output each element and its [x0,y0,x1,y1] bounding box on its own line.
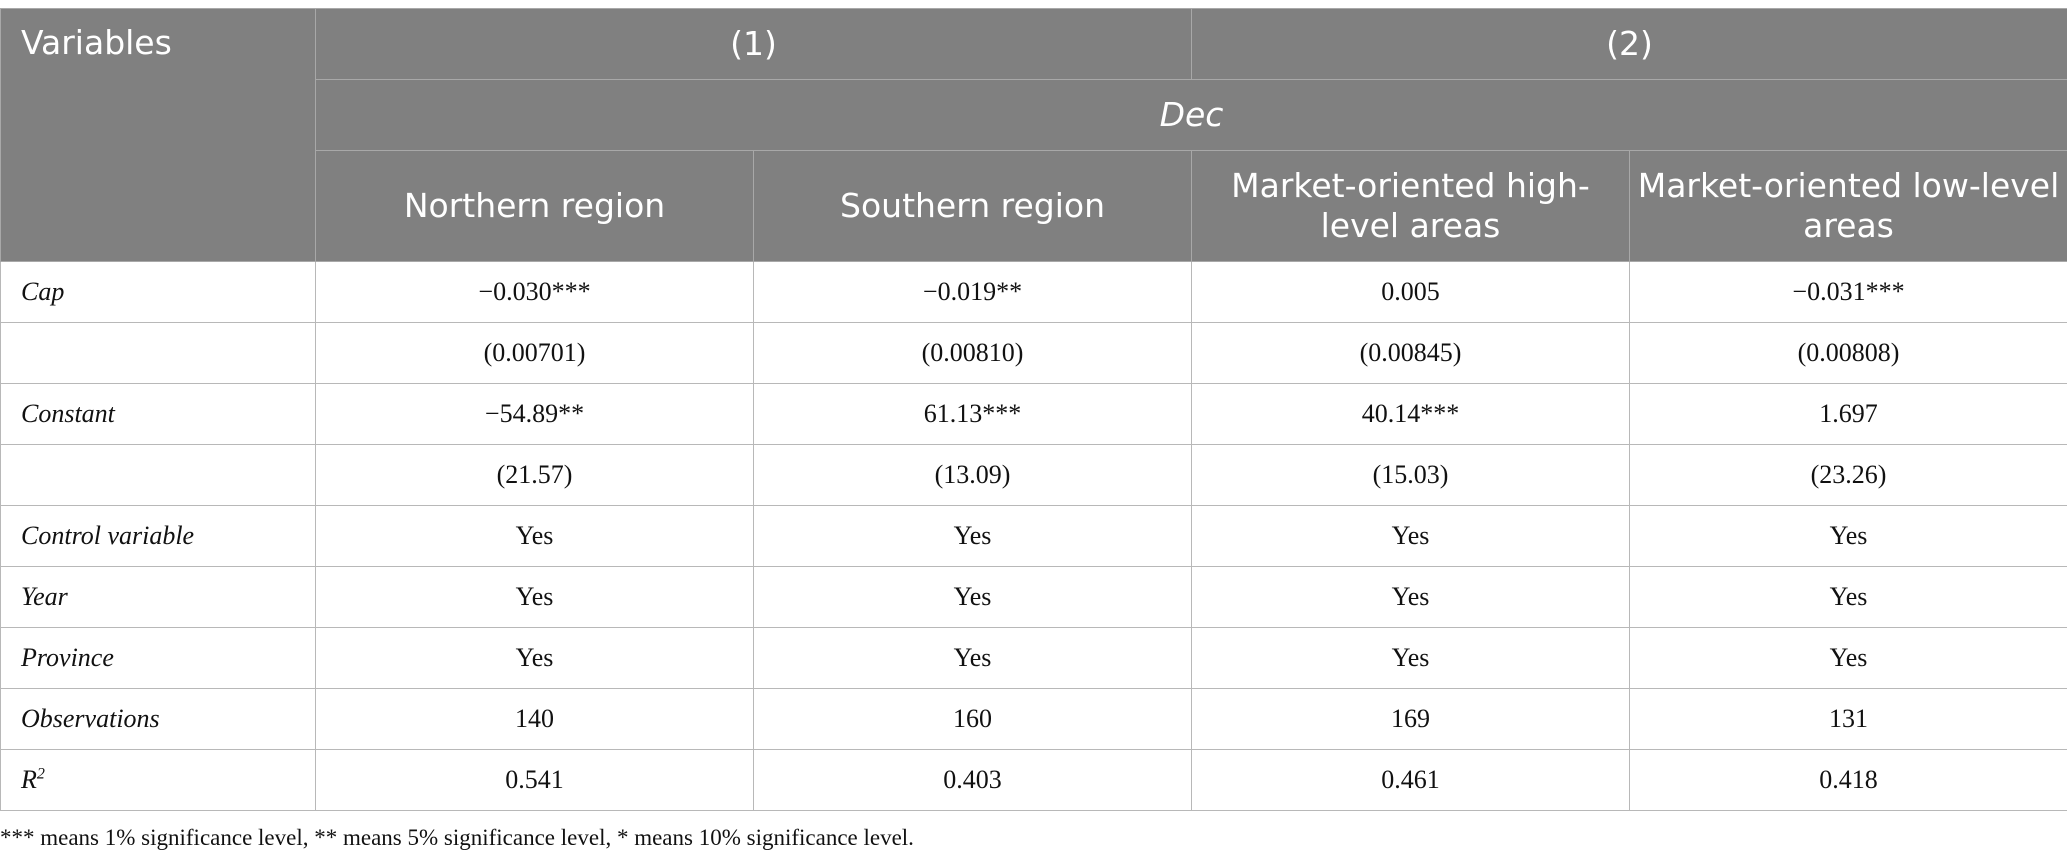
row-label-text: Constant [21,399,115,428]
table-cell: Yes [315,505,754,567]
table-cell: 169 [1191,688,1630,750]
table-row: R2 0.541 0.403 0.461 0.418 [0,749,2067,811]
table-cell: −0.031*** [1629,261,2067,323]
row-label: Cap [0,261,316,323]
table-cell: Yes [1191,505,1630,567]
row-label-text: R [21,765,37,794]
table-row: (0.00701) (0.00810) (0.00845) (0.00808) [0,322,2067,384]
table-cell: Yes [1629,505,2067,567]
table-cell: (0.00845) [1191,322,1630,384]
table-cell: 1.697 [1629,383,2067,445]
table-cell: 40.14*** [1191,383,1630,445]
table-row: Year Yes Yes Yes Yes [0,566,2067,628]
table-row: Constant −54.89** 61.13*** 40.14*** 1.697 [0,383,2067,445]
header-col-market-low: Market-oriented low-level areas [1629,150,2067,262]
table-cell: −0.030*** [315,261,754,323]
row-label-text: Control variable [21,521,195,550]
table-cell: 0.005 [1191,261,1630,323]
table-cell: Yes [753,505,1192,567]
table-cell: Yes [315,627,754,689]
row-label-text: Cap [21,277,65,306]
table-cell: (13.09) [753,444,1192,506]
row-label: R2 [0,749,316,811]
header-col-market-high: Market-oriented high-level areas [1191,150,1630,262]
table-cell: Yes [1191,566,1630,628]
table-cell: Yes [315,566,754,628]
table-row: (21.57) (13.09) (15.03) (23.26) [0,444,2067,506]
header-variables: Variables [0,8,316,262]
table-cell: 160 [753,688,1192,750]
row-label: Province [0,627,316,689]
table-cell: (0.00808) [1629,322,2067,384]
header-dependent-variable: Dec [315,79,2067,151]
row-label [0,444,316,506]
table-header: Variables (1) (2) Dec Northern region So… [0,8,2067,262]
table-cell: (23.26) [1629,444,2067,506]
table-cell: 0.461 [1191,749,1630,811]
row-label-superscript: 2 [36,765,45,783]
table-row: Cap −0.030*** −0.019** 0.005 −0.031*** [0,261,2067,323]
table-cell: 0.541 [315,749,754,811]
header-col-southern: Southern region [753,150,1192,262]
table-cell: Yes [1191,627,1630,689]
table-cell: (15.03) [1191,444,1630,506]
table-cell: −0.019** [753,261,1192,323]
table-note: *** means 1% significance level, ** mean… [0,825,914,850]
row-label: Year [0,566,316,628]
results-table-container: Variables (1) (2) Dec Northern region So… [0,8,2067,851]
row-label-text: Observations [21,704,160,733]
table-cell: Yes [1629,627,2067,689]
table-cell: Yes [1629,566,2067,628]
table-cell: 0.403 [753,749,1192,811]
table-cell: Yes [753,627,1192,689]
header-group-2: (2) [1191,8,2067,80]
table-cell: (21.57) [315,444,754,506]
table-cell: (0.00701) [315,322,754,384]
row-label-text: Province [21,643,114,672]
row-label [0,322,316,384]
header-col-northern: Northern region [315,150,754,262]
table-row: Province Yes Yes Yes Yes [0,627,2067,689]
regression-table: Variables (1) (2) Dec Northern region So… [0,8,2067,811]
table-cell: 131 [1629,688,2067,750]
table-cell: (0.00810) [753,322,1192,384]
table-row: Observations 140 160 169 131 [0,688,2067,750]
table-cell: 140 [315,688,754,750]
row-label: Observations [0,688,316,750]
table-body: Cap −0.030*** −0.019** 0.005 −0.031*** (0.007… [0,261,2067,811]
row-label: Control variable [0,505,316,567]
header-group-1: (1) [315,8,1192,80]
table-row: Control variable Yes Yes Yes Yes [0,505,2067,567]
row-label-text: Year [21,582,68,611]
table-cell: 0.418 [1629,749,2067,811]
table-cell: Yes [753,566,1192,628]
row-label: Constant [0,383,316,445]
table-cell: −54.89** [315,383,754,445]
table-cell: 61.13*** [753,383,1192,445]
